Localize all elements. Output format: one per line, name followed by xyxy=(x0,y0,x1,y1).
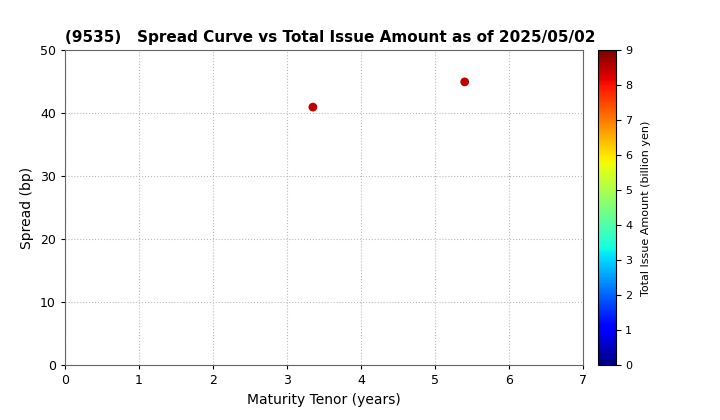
Point xyxy=(307,104,319,110)
Y-axis label: Spread (bp): Spread (bp) xyxy=(20,167,35,249)
X-axis label: Maturity Tenor (years): Maturity Tenor (years) xyxy=(247,393,401,407)
Text: (9535)   Spread Curve vs Total Issue Amount as of 2025/05/02: (9535) Spread Curve vs Total Issue Amoun… xyxy=(65,30,595,45)
Point xyxy=(459,79,470,85)
Y-axis label: Total Issue Amount (billion yen): Total Issue Amount (billion yen) xyxy=(641,120,651,296)
